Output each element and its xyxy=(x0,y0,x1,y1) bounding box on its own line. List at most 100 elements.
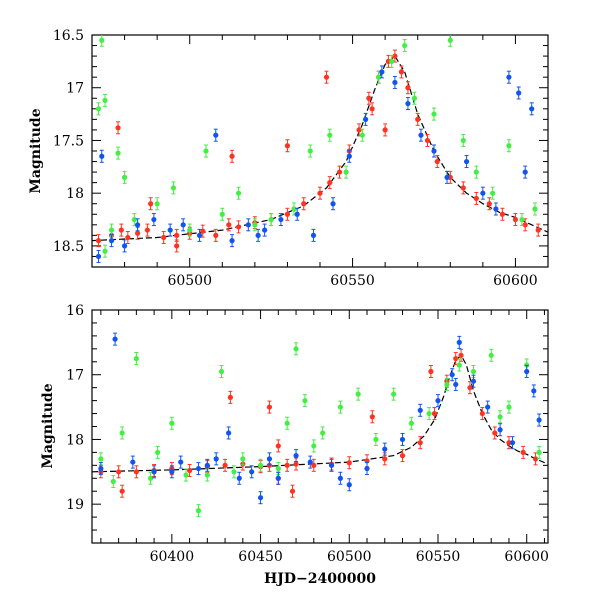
data-point-red xyxy=(116,465,122,479)
data-point-blue xyxy=(463,155,470,169)
bottom-data-points xyxy=(98,332,542,518)
top-y-axis-label: Magnitude xyxy=(28,108,44,193)
x-tick-label: 60550 xyxy=(416,549,461,565)
data-point-red xyxy=(284,139,291,153)
data-point-red xyxy=(382,123,388,137)
data-point-green xyxy=(359,128,365,142)
data-point-blue xyxy=(449,368,455,382)
data-point-blue xyxy=(151,465,157,479)
top-model-curve xyxy=(92,55,548,242)
data-point-red xyxy=(405,81,411,95)
data-point-green xyxy=(488,348,494,362)
top-ticks xyxy=(91,34,549,268)
data-point-blue xyxy=(382,442,388,456)
y-tick-label: 16.5 xyxy=(53,28,84,44)
data-point-red xyxy=(133,465,139,479)
data-point-red xyxy=(460,181,466,195)
data-point-red xyxy=(424,133,431,147)
data-point-blue xyxy=(522,165,528,179)
data-point-green xyxy=(391,387,397,401)
data-point-red xyxy=(213,228,219,242)
x-tick-label: 60500 xyxy=(167,273,212,289)
data-point-blue xyxy=(266,452,273,466)
data-point-green xyxy=(99,35,105,47)
data-point-blue xyxy=(236,471,242,485)
data-point-red xyxy=(398,65,405,79)
bottom-panel: 60400 60450 60500 60550 60600 16 17 18 19 Magnit… xyxy=(40,303,549,587)
data-point-green xyxy=(240,452,246,466)
x-tick-label: 60600 xyxy=(493,273,538,289)
data-point-blue xyxy=(169,465,175,479)
data-point-red xyxy=(499,207,505,221)
data-point-blue xyxy=(456,335,462,349)
data-point-green xyxy=(102,93,108,107)
data-point-blue xyxy=(363,112,369,126)
bottom-x-axis-label: HJD−2400000 xyxy=(264,571,376,587)
data-point-red xyxy=(118,223,124,237)
data-point-red xyxy=(512,213,519,227)
data-point-green xyxy=(219,207,225,221)
data-point-red xyxy=(366,91,372,105)
data-point-green xyxy=(170,181,177,195)
x-tick-label: 60400 xyxy=(150,549,195,565)
data-point-green xyxy=(102,244,108,258)
data-point-blue xyxy=(346,478,352,492)
data-point-blue xyxy=(108,234,115,248)
data-point-red xyxy=(226,218,232,232)
data-point-blue xyxy=(453,377,459,391)
data-point-green xyxy=(456,358,462,372)
model-curve xyxy=(92,354,548,473)
bottom-y-axis-label: Magnitude xyxy=(40,383,56,468)
data-point-green xyxy=(497,410,503,424)
data-point-green xyxy=(408,416,414,430)
y-tick-label: 18 xyxy=(66,432,84,448)
data-point-green xyxy=(147,471,154,485)
data-point-blue xyxy=(245,218,251,232)
data-point-blue xyxy=(204,458,210,472)
data-point-red xyxy=(186,464,193,478)
data-point-red xyxy=(144,223,150,237)
data-point-blue xyxy=(417,403,423,417)
data-point-blue xyxy=(196,228,203,242)
data-point-blue xyxy=(307,455,313,469)
data-point-blue xyxy=(516,86,522,100)
data-point-red xyxy=(356,123,362,137)
data-point-blue xyxy=(167,223,173,237)
data-point-blue xyxy=(431,144,437,158)
data-point-red xyxy=(428,364,434,378)
data-point-green xyxy=(447,35,453,47)
data-point-blue xyxy=(418,128,424,142)
data-point-red xyxy=(492,426,498,440)
data-point-green xyxy=(119,426,125,440)
data-point-red xyxy=(115,121,121,135)
data-point-blue xyxy=(229,234,235,248)
data-point-red xyxy=(119,484,125,498)
data-point-blue xyxy=(529,102,535,116)
model-curve xyxy=(92,55,548,242)
data-point-red xyxy=(293,457,299,471)
data-point-green xyxy=(506,400,512,414)
data-point-green xyxy=(252,218,258,232)
data-point-blue xyxy=(226,426,232,440)
y-tick-label: 17 xyxy=(66,81,84,97)
data-point-blue xyxy=(294,207,300,221)
data-point-green xyxy=(131,213,137,227)
bottom-model-curve xyxy=(92,354,548,473)
data-point-blue xyxy=(337,471,344,485)
data-point-red xyxy=(275,439,281,453)
data-point-red xyxy=(520,445,526,459)
data-point-green xyxy=(376,70,382,84)
data-point-red xyxy=(222,458,228,472)
data-point-blue xyxy=(255,228,261,242)
data-point-red xyxy=(125,230,131,244)
data-point-green xyxy=(95,102,102,116)
data-point-green xyxy=(155,445,161,459)
bottom-plot-frame xyxy=(91,309,549,544)
data-point-red xyxy=(227,390,233,404)
data-point-blue xyxy=(180,218,186,232)
data-point-green xyxy=(293,342,299,356)
data-point-green xyxy=(327,128,333,142)
y-tick-label: 19 xyxy=(66,497,84,513)
data-point-blue xyxy=(405,97,411,111)
